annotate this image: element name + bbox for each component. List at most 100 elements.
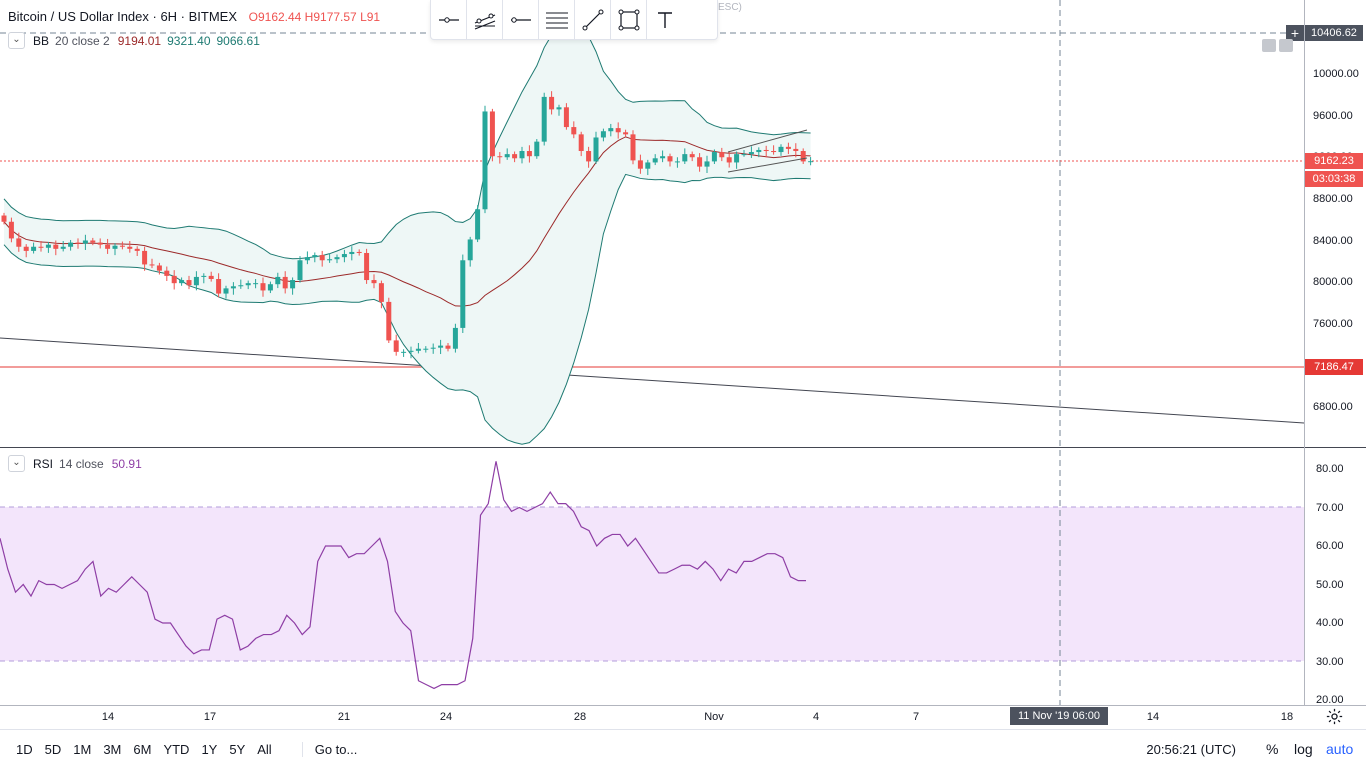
candle	[497, 152, 503, 164]
log-toggle[interactable]: log	[1294, 741, 1313, 757]
candle	[149, 258, 155, 269]
maximize-pane-icon[interactable]	[1279, 39, 1293, 52]
candle	[119, 241, 125, 250]
rsi-overbought-oversold-band	[0, 507, 1304, 661]
candle	[660, 150, 666, 163]
candle	[578, 131, 584, 157]
goto-button[interactable]: Go to...	[301, 741, 357, 757]
candle	[304, 251, 310, 265]
candle	[245, 280, 251, 290]
candle	[549, 91, 555, 115]
bb-upper-line	[3, 20, 811, 260]
candle	[652, 154, 658, 166]
auto-toggle[interactable]: auto	[1326, 741, 1354, 757]
pane-separator[interactable]	[0, 447, 1366, 448]
percent-toggle[interactable]: %	[1266, 741, 1279, 757]
candle	[519, 146, 525, 164]
candle	[556, 104, 562, 116]
candle	[763, 145, 769, 158]
rsi-tick: 20.00	[1316, 694, 1344, 706]
chart-canvas[interactable]	[0, 0, 1366, 729]
bb-legend-name[interactable]: BB	[33, 33, 50, 48]
candle	[349, 246, 355, 261]
range-button-5d[interactable]: 5D	[44, 741, 62, 757]
rsi-legend-name[interactable]: RSI	[33, 456, 54, 471]
candle	[216, 273, 222, 298]
candle	[23, 244, 29, 258]
ohlc-values: O9162.44 H9177.57 L91	[248, 10, 381, 24]
plus-icon[interactable]: +	[1286, 25, 1304, 41]
time-label: 14	[101, 711, 115, 723]
candle	[734, 151, 740, 169]
candle	[112, 243, 118, 256]
candle	[452, 323, 458, 353]
candle	[741, 149, 747, 157]
last-price-label: 9162.23	[1305, 153, 1363, 169]
horizontal-line-icon[interactable]	[503, 0, 539, 39]
candle	[674, 157, 680, 168]
time-axis-border	[0, 705, 1366, 706]
collapse-pane-icon[interactable]	[1262, 39, 1276, 52]
candle	[600, 128, 606, 142]
candle	[371, 274, 377, 289]
rsi-legend: ⌄ RSI 14 close 50.91	[8, 455, 142, 472]
candle	[16, 232, 22, 252]
trend-line[interactable]	[0, 337, 1305, 424]
range-button-1y[interactable]: 1Y	[201, 741, 218, 757]
candle	[615, 122, 621, 139]
chevron-down-icon[interactable]: ⌄	[8, 32, 25, 49]
symbol-title[interactable]: Bitcoin / US Dollar Index · 6H · BITMEX	[8, 9, 238, 24]
price-tick: 9600.00	[1313, 109, 1353, 122]
range-button-6m[interactable]: 6M	[133, 741, 152, 757]
candle	[534, 139, 540, 159]
candle	[260, 277, 266, 297]
candle	[230, 282, 236, 295]
range-button-5y[interactable]: 5Y	[229, 741, 246, 757]
time-label: 17	[203, 711, 217, 723]
candle	[401, 349, 407, 357]
range-button-1m[interactable]: 1M	[73, 741, 92, 757]
range-button-ytd[interactable]: YTD	[163, 741, 190, 757]
candle	[193, 271, 199, 291]
time-label: 21	[337, 711, 351, 723]
rsi-tick: 80.00	[1316, 463, 1344, 475]
triangle-pattern-drawing[interactable]	[727, 129, 808, 173]
candle	[482, 105, 488, 214]
horizontal-ray-icon[interactable]	[431, 0, 467, 39]
price-tick: 7600.00	[1313, 317, 1353, 330]
rectangle-icon[interactable]	[611, 0, 647, 39]
candle	[808, 157, 814, 166]
price-axis[interactable]	[1304, 0, 1366, 705]
range-button-1d[interactable]: 1D	[16, 741, 33, 757]
candle	[704, 155, 710, 173]
trend-line-icon[interactable]	[575, 0, 611, 39]
bb-lower-value: 9066.61	[216, 33, 260, 48]
utc-clock[interactable]: 20:56:21 (UTC)	[1146, 741, 1236, 757]
time-label: 4	[812, 711, 820, 723]
range-button-all[interactable]: All	[257, 741, 272, 757]
candle	[275, 272, 281, 289]
candle	[105, 238, 111, 254]
text-icon[interactable]	[647, 0, 683, 39]
candle	[719, 147, 725, 162]
candle	[312, 252, 318, 263]
range-button-3m[interactable]: 3M	[103, 741, 122, 757]
rsi-tick: 50.00	[1316, 578, 1344, 591]
candle	[238, 279, 244, 289]
time-label: 18	[1280, 711, 1294, 723]
candle	[423, 346, 429, 353]
parallel-channel-icon[interactable]	[467, 0, 503, 39]
candle	[356, 249, 362, 256]
gear-icon[interactable]	[1326, 708, 1343, 725]
candle	[334, 254, 340, 264]
chevron-down-icon[interactable]: ⌄	[8, 455, 25, 472]
time-label: 28	[573, 711, 587, 723]
symbol-header: Bitcoin / US Dollar Index · 6H · BITMEX …	[8, 9, 380, 24]
candle	[512, 151, 518, 163]
alert-price-label[interactable]: 7186.47	[1305, 359, 1363, 375]
fib-retracement-icon[interactable]	[539, 0, 575, 39]
candle	[778, 144, 784, 156]
candle	[75, 238, 81, 249]
price-tick: 8400.00	[1313, 234, 1353, 247]
